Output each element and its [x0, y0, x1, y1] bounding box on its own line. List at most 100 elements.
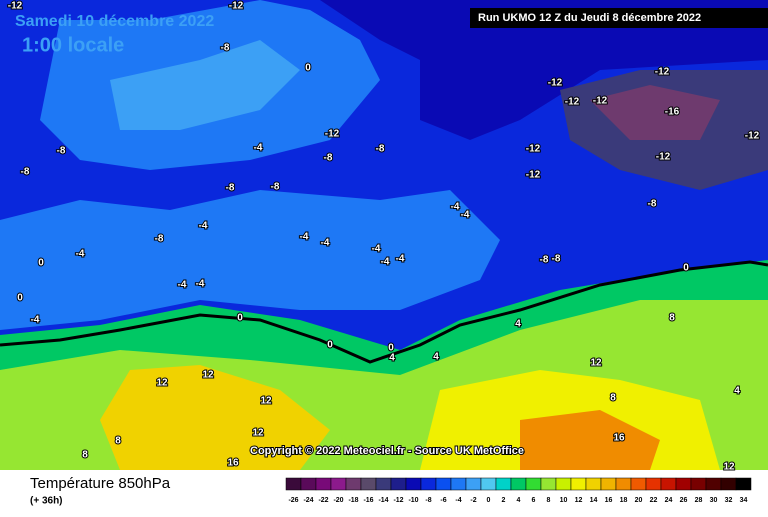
warm-core: [100, 365, 330, 470]
legend-tick-label: -26: [288, 497, 298, 504]
contour-label: -4: [396, 254, 405, 265]
contour-label: -4: [254, 143, 263, 154]
legend-tick-label: 2: [502, 497, 506, 504]
contour-label: -4: [178, 280, 187, 291]
contour-label: -8: [226, 183, 235, 194]
contour-label: 12: [590, 358, 602, 369]
run-box: [470, 8, 768, 28]
date-label: Samedi 10 décembre 2022: [15, 13, 214, 30]
contour-label: -8: [21, 167, 30, 178]
legend-swatch: [285, 477, 302, 491]
contour-label: 4: [389, 353, 395, 364]
legend-tick-label: 32: [725, 497, 733, 504]
greenland-core: [110, 40, 300, 130]
legend-tick-label: -12: [393, 497, 403, 504]
contour-label: -8: [552, 254, 561, 265]
contour-label: 0: [17, 293, 23, 304]
legend-swatch: [465, 477, 482, 491]
legend-swatch: [690, 477, 707, 491]
legend-swatch: [315, 477, 332, 491]
zero-isotherm: [0, 260, 768, 364]
contour-label: 16: [613, 433, 625, 444]
contour-label: -8: [376, 144, 385, 155]
contour-label: -4: [381, 257, 390, 268]
contour-label: 12: [252, 428, 264, 439]
legend-swatch: [555, 477, 572, 491]
contour-label: 4: [515, 319, 521, 330]
contour-label: -4: [76, 249, 85, 260]
contour-label: -8: [57, 146, 66, 157]
contour-label: -4: [300, 232, 309, 243]
legend-swatch: [480, 477, 497, 491]
contour-label: 12: [202, 370, 214, 381]
legend-tick-label: -8: [425, 497, 431, 504]
contour-label: 0: [38, 258, 44, 269]
legend-tick-label: 16: [605, 497, 613, 504]
legend-tick-label: 0: [487, 497, 491, 504]
legend-tick-label: -20: [333, 497, 343, 504]
legend-tick-label: 28: [695, 497, 703, 504]
contour-label: 8: [115, 436, 121, 447]
legend-swatch: [660, 477, 677, 491]
legend-tick-label: 22: [650, 497, 658, 504]
legend-swatch: [390, 477, 407, 491]
contour-label: -12: [565, 97, 580, 108]
footer-subtitle: (+ 36h): [30, 496, 63, 507]
cold-area: [0, 0, 768, 140]
legend-tick-label: 6: [532, 497, 536, 504]
contour-label: -12: [229, 1, 244, 12]
contour-label: -8: [221, 43, 230, 54]
legend-swatch: [585, 477, 602, 491]
legend-swatch: [375, 477, 392, 491]
legend-swatch: [705, 477, 722, 491]
legend-tick-label: 8: [547, 497, 551, 504]
legend-tick-label: 12: [575, 497, 583, 504]
contour-label: -12: [8, 1, 23, 12]
legend-tick-label: 24: [665, 497, 673, 504]
legend-swatch: [645, 477, 662, 491]
contour-label: -4: [321, 238, 330, 249]
legend-swatch: [420, 477, 437, 491]
legend-tick-label: -22: [318, 497, 328, 504]
legend-swatch: [540, 477, 557, 491]
contour-label: -8: [271, 182, 280, 193]
legend-tick-label: -4: [455, 497, 461, 504]
contour-label: -12: [325, 129, 340, 140]
contour-label: 12: [156, 378, 168, 389]
legend-tick-label: -18: [348, 497, 358, 504]
contour-label: -12: [548, 78, 563, 89]
contour-label: -12: [526, 170, 541, 181]
legend-swatch: [330, 477, 347, 491]
contour-label: -4: [31, 315, 40, 326]
legend-tick-label: 34: [740, 497, 748, 504]
legend-swatch: [405, 477, 422, 491]
legend-tick-label: 20: [635, 497, 643, 504]
contour-label: -8: [324, 153, 333, 164]
contour-label: -8: [648, 199, 657, 210]
legend-tick-label: -6: [440, 497, 446, 504]
contour-label: -4: [199, 221, 208, 232]
legend-tick-label: 26: [680, 497, 688, 504]
legend-tick-label: 14: [590, 497, 598, 504]
legend-swatch: [735, 477, 752, 491]
legend-swatch: [570, 477, 587, 491]
legend-tick-label: -10: [408, 497, 418, 504]
legend-tick-label: -24: [303, 497, 313, 504]
contour-label: 8: [82, 450, 88, 461]
copyright: Copyright © 2022 Meteociel.fr - Source U…: [250, 445, 524, 457]
legend-swatch: [600, 477, 617, 491]
africa-hot: [520, 410, 660, 470]
contour-label: 8: [610, 393, 616, 404]
contour-label: -8: [540, 255, 549, 266]
contour-label: 12: [260, 396, 272, 407]
footer-title: Température 850hPa: [30, 475, 171, 492]
contour-label: 4: [734, 386, 740, 397]
contour-label: -12: [526, 144, 541, 155]
contour-label: -4: [196, 279, 205, 290]
contour-label: 4: [433, 352, 439, 363]
footer: [0, 470, 768, 512]
contour-label: 0: [237, 313, 243, 324]
legend-swatch: [300, 477, 317, 491]
contour-label: -8: [155, 234, 164, 245]
